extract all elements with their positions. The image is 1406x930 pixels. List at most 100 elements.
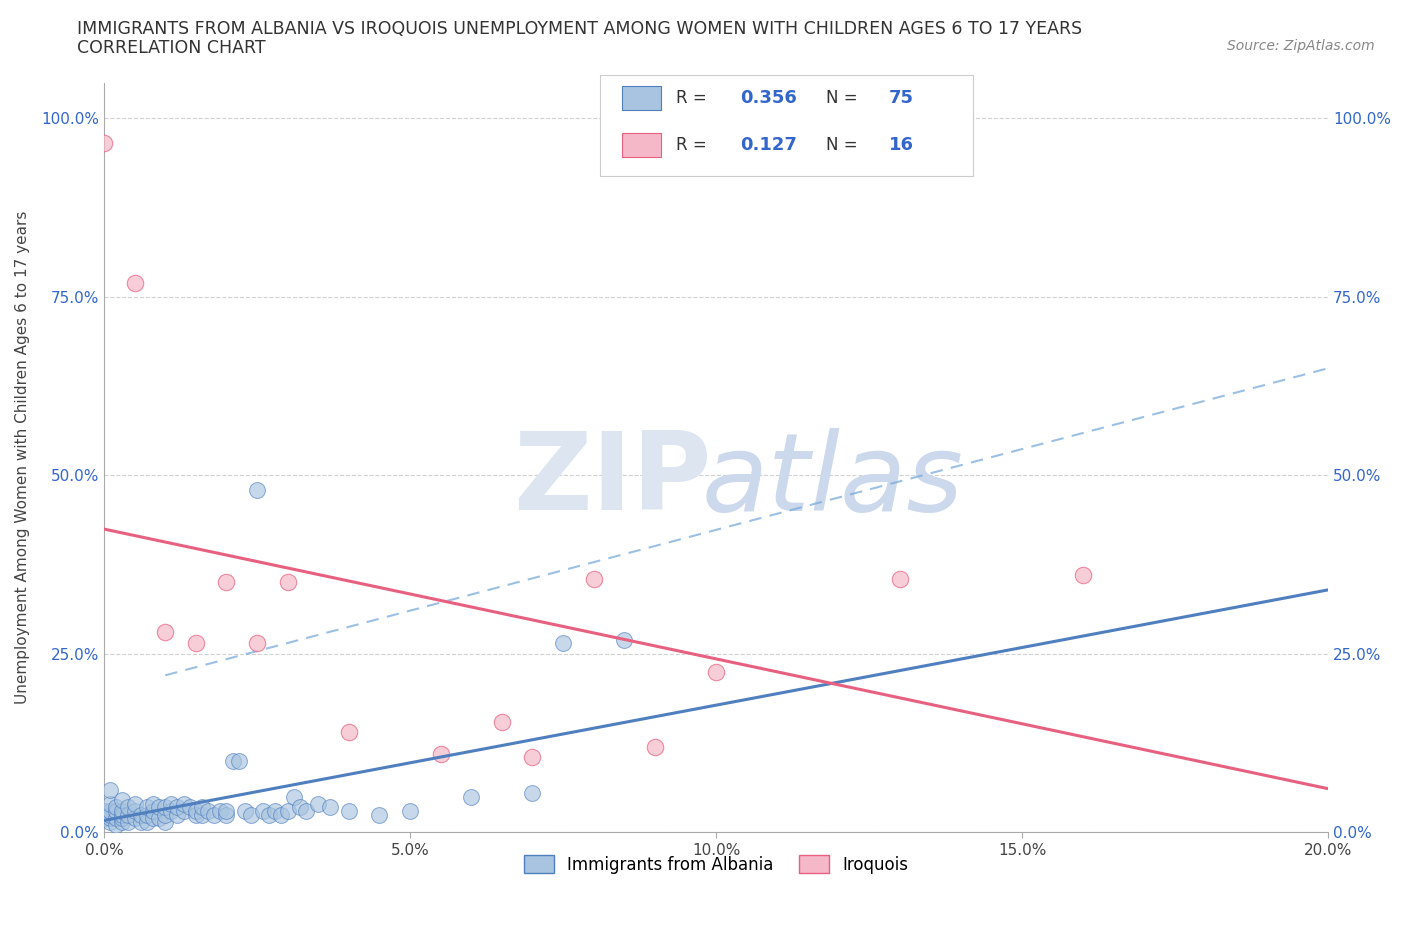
Point [191,800,214,815]
Text: atlas: atlas [702,428,963,533]
Point [142,804,165,818]
Text: 75: 75 [889,89,914,107]
Point [644,739,666,754]
Point [246,483,269,498]
Point [160,796,183,811]
Point [184,807,207,822]
Point [98,811,121,826]
Point [153,815,176,830]
Point [98,782,121,797]
Point [228,753,250,768]
FancyBboxPatch shape [621,133,661,157]
Point [117,800,139,815]
Point [522,750,544,764]
Point [93,804,115,818]
Point [277,804,299,818]
Point [166,800,188,815]
Point [111,811,134,826]
Point [491,714,513,729]
Point [153,800,176,815]
Point [337,804,360,818]
Text: R =: R = [676,136,706,153]
Point [111,807,134,822]
Point [111,815,134,830]
Text: IMMIGRANTS FROM ALBANIA VS IROQUOIS UNEMPLOYMENT AMONG WOMEN WITH CHILDREN AGES : IMMIGRANTS FROM ALBANIA VS IROQUOIS UNEM… [77,20,1083,38]
Text: CORRELATION CHART: CORRELATION CHART [77,39,266,57]
Point [148,800,170,815]
Point [93,811,115,826]
Point [264,804,287,818]
Point [582,571,605,586]
Point [153,625,176,640]
Point [179,800,201,815]
Point [215,575,238,590]
Point [142,811,165,826]
FancyBboxPatch shape [600,75,973,177]
Text: N =: N = [827,136,858,153]
Point [173,796,195,811]
Point [239,807,262,822]
Point [288,800,311,815]
Point [319,800,342,815]
Point [117,807,139,822]
Point [105,804,128,818]
Point [429,747,451,762]
Point [166,807,188,822]
Point [124,811,146,826]
Point [246,636,269,651]
Point [1071,568,1094,583]
Point [124,804,146,818]
Point [295,804,318,818]
Point [135,807,157,822]
Point [111,793,134,808]
Text: ZIP: ZIP [513,427,711,533]
Point [233,804,256,818]
Point [889,571,911,586]
Point [704,664,727,679]
Point [283,790,305,804]
Point [307,796,329,811]
Point [551,636,574,651]
Text: 0.127: 0.127 [741,136,797,153]
Point [129,815,152,830]
Point [160,804,183,818]
Point [153,807,176,822]
Point [215,807,238,822]
Point [613,632,636,647]
Point [93,807,115,822]
Point [124,275,146,290]
Point [98,796,121,811]
Point [98,804,121,818]
Point [105,817,128,832]
Legend: Immigrants from Albania, Iroquois: Immigrants from Albania, Iroquois [517,849,915,881]
Point [98,815,121,830]
Point [460,790,482,804]
Point [252,804,274,818]
Y-axis label: Unemployment Among Women with Children Ages 6 to 17 years: Unemployment Among Women with Children A… [15,211,30,704]
Text: Source: ZipAtlas.com: Source: ZipAtlas.com [1227,39,1375,53]
Point [135,800,157,815]
Point [209,804,232,818]
FancyBboxPatch shape [621,86,661,111]
Point [142,796,165,811]
Point [93,136,115,151]
Point [117,815,139,830]
Point [111,804,134,818]
Point [129,807,152,822]
Text: 16: 16 [889,136,914,153]
Point [184,636,207,651]
Text: R =: R = [676,89,706,107]
Point [202,807,225,822]
Point [105,811,128,826]
Point [191,807,214,822]
Point [197,804,219,818]
Point [337,725,360,740]
Text: 0.356: 0.356 [741,89,797,107]
Point [98,807,121,822]
Point [135,815,157,830]
Point [184,804,207,818]
Point [399,804,422,818]
Point [270,807,292,822]
Point [221,753,243,768]
Point [173,804,195,818]
